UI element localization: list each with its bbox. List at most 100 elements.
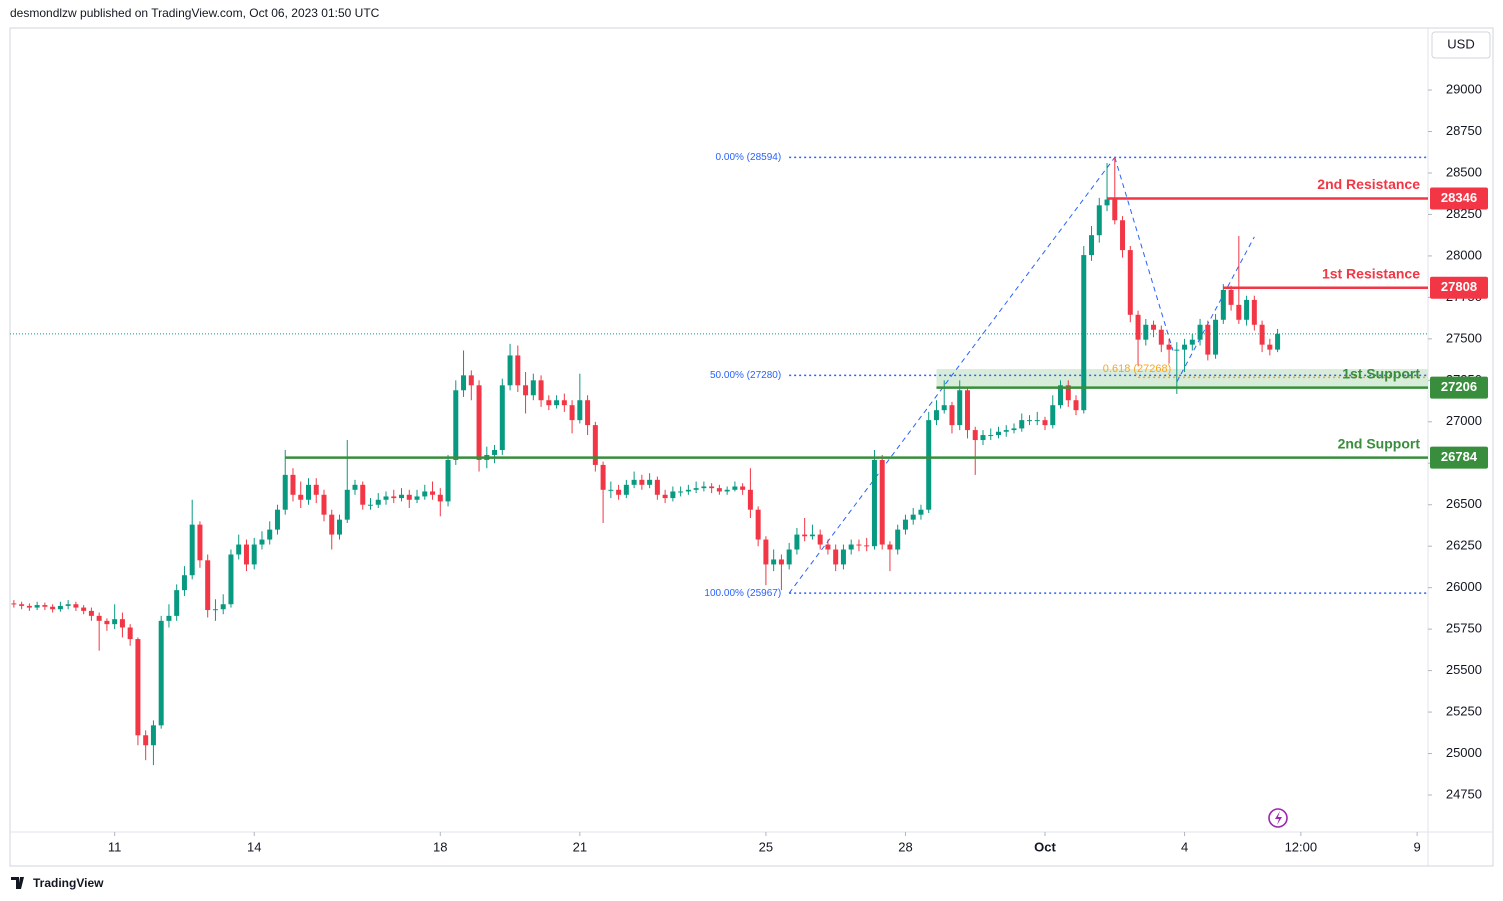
candle-body — [1096, 205, 1102, 236]
candle-body — [430, 491, 436, 495]
y-tick-label: 28750 — [1446, 123, 1482, 138]
candle-body — [895, 529, 901, 550]
candle-body — [57, 605, 63, 610]
x-tick-label: 9 — [1414, 839, 1421, 854]
candle-body — [391, 496, 397, 499]
candle-body — [515, 355, 521, 386]
candle-body — [1251, 299, 1257, 325]
y-tick-label: 25500 — [1446, 662, 1482, 677]
candle-body — [220, 604, 226, 610]
candle-body — [554, 400, 560, 406]
candle-body — [274, 509, 280, 530]
candle-body — [26, 605, 32, 608]
candle-body — [189, 524, 195, 576]
candle-body — [96, 615, 102, 621]
candle-body — [709, 486, 715, 489]
candle-body — [1003, 430, 1009, 432]
candle-body — [592, 425, 598, 465]
candle-body — [941, 405, 947, 411]
candle-body — [313, 484, 319, 495]
x-tick-label: 14 — [247, 839, 261, 854]
candle-body — [778, 559, 784, 565]
candle-body — [1275, 333, 1281, 350]
candle-body — [197, 524, 203, 561]
candle-body — [740, 486, 746, 490]
y-tick-label: 25250 — [1446, 704, 1482, 719]
level-price-box — [1430, 376, 1488, 399]
candle-body — [11, 603, 17, 605]
candle-body — [422, 491, 428, 497]
candle-body — [476, 385, 482, 460]
candle-body — [1143, 324, 1149, 340]
candle-body — [995, 431, 1001, 436]
y-tick-label: 29000 — [1446, 81, 1482, 96]
candle-body — [1189, 339, 1195, 345]
level-price-box — [1430, 187, 1488, 210]
candle-body — [1058, 385, 1064, 406]
candle-body — [763, 539, 769, 565]
golden-label: 0.618 (27268) — [1103, 363, 1172, 375]
candle-body — [1019, 420, 1025, 429]
frame — [9, 27, 1494, 867]
level-price: 27206 — [1441, 379, 1477, 394]
candle-body — [352, 484, 358, 490]
candle-body — [957, 390, 963, 426]
candle-body — [631, 479, 637, 485]
candle-body — [856, 544, 862, 546]
candle-body — [639, 479, 645, 485]
candle-body — [174, 590, 180, 616]
x-tick-label: 12:00 — [1285, 839, 1318, 854]
candle-body — [1034, 420, 1040, 422]
y-tick-label: 28500 — [1446, 164, 1482, 179]
level-price: 27808 — [1441, 279, 1477, 294]
alert-icon[interactable] — [1268, 808, 1288, 828]
candle-body — [848, 544, 854, 550]
y-tick-label: 27500 — [1446, 330, 1482, 345]
publisher: desmondlzw published on TradingView.com,… — [10, 6, 380, 20]
candle-body — [670, 491, 676, 499]
candle-body — [538, 380, 544, 401]
fib-label: 100.00% (25967) — [704, 588, 781, 599]
level-price: 28346 — [1441, 190, 1477, 205]
candle-body — [1267, 344, 1273, 350]
level-name: 1st Support — [1342, 365, 1420, 381]
candle-body — [104, 620, 110, 625]
candle-body — [19, 604, 25, 606]
candle-body — [530, 380, 536, 396]
candle-body — [298, 494, 304, 500]
candle-body — [1182, 344, 1188, 350]
candle-body — [647, 479, 653, 485]
y-tick-label: 28250 — [1446, 206, 1482, 221]
candle-body — [1104, 199, 1110, 206]
x-tick-label: 18 — [433, 839, 447, 854]
tv-logo — [11, 877, 24, 889]
candle-body — [1197, 324, 1203, 340]
candle-body — [980, 435, 986, 441]
support-zone — [936, 369, 1428, 388]
candle-body — [321, 494, 327, 515]
candle-body — [1127, 250, 1133, 315]
candle-body — [290, 474, 296, 495]
candle-body — [499, 385, 505, 450]
candle-body — [546, 400, 552, 406]
candle-body — [771, 559, 777, 565]
candle-body — [251, 544, 257, 565]
candle-body — [701, 486, 707, 489]
candle-body — [81, 607, 87, 611]
candle-body — [468, 375, 474, 386]
candle-body — [259, 539, 265, 545]
x-tick-label: 21 — [573, 839, 587, 854]
candle-body — [972, 430, 978, 441]
candle-body — [1151, 324, 1157, 330]
trend-line — [1176, 236, 1255, 383]
candle-body — [678, 491, 684, 493]
x-tick-label: 4 — [1181, 839, 1188, 854]
x-tick-label: 28 — [898, 839, 912, 854]
y-tick-label: 28000 — [1446, 247, 1482, 262]
candle-body — [368, 504, 374, 506]
candle-body — [243, 544, 249, 565]
candle-body — [786, 549, 792, 565]
currency-box[interactable] — [1431, 31, 1491, 59]
candle-body — [50, 606, 56, 610]
candle-body — [910, 514, 916, 520]
